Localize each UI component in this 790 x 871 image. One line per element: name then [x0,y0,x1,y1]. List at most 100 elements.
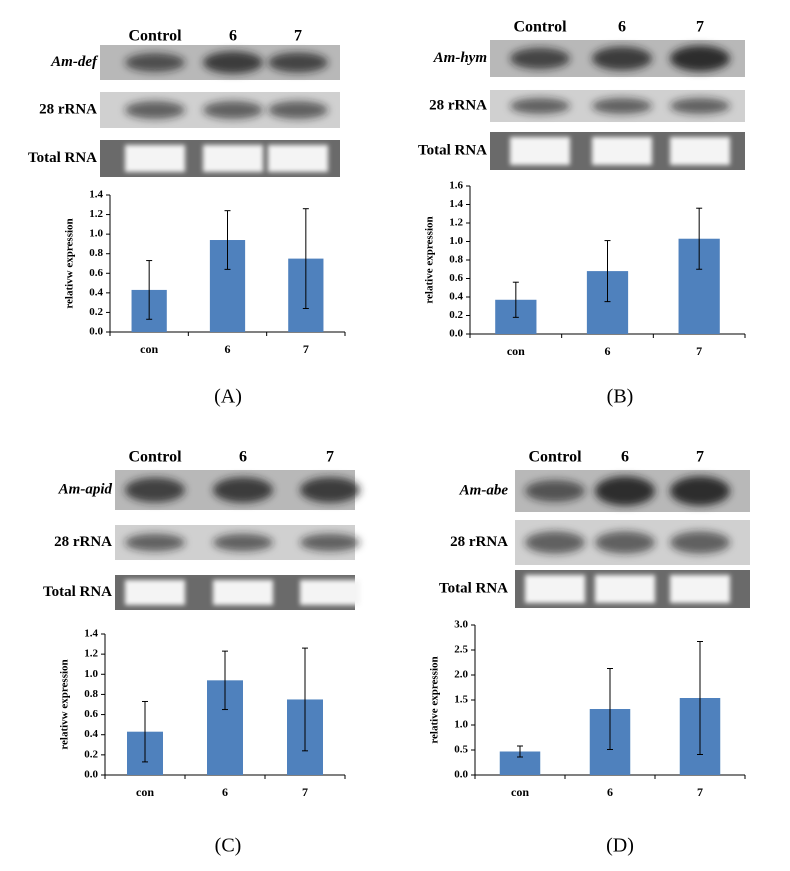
gel-row-label: 28 rRNA [450,534,508,550]
gel-row-label: Total RNA [439,580,508,596]
y-tick-label: 0.6 [449,272,463,284]
lane-label: Control [128,28,182,45]
x-tick-label: con [507,344,525,358]
panel-label: (D) [606,835,634,857]
y-axis-label: relativw expression [59,659,71,749]
gel-band [510,98,570,114]
gel-band [592,98,652,114]
y-tick-label: 1.0 [89,228,103,240]
lane-label: 6 [621,449,629,466]
error-bar [224,210,231,270]
y-tick-label: 1.0 [84,668,98,680]
gel-row-label: Am-apid [58,481,113,497]
gel-band [125,145,185,172]
gel-band [213,580,273,605]
bar [499,751,541,775]
x-tick-label: con [140,342,158,356]
error-bar [302,647,308,752]
gel-band [268,52,328,73]
gel-band [670,531,730,554]
gel-row-label: Am-hym [433,50,487,66]
gel-band [125,53,185,72]
y-tick-label: 0.0 [454,769,468,781]
lane-label: 7 [696,449,704,466]
error-bar [517,745,523,758]
y-tick-label: 3.0 [454,619,468,631]
gel-row-label: Total RNA [28,150,97,166]
y-tick-label: 0.4 [449,291,463,303]
lane-label: 7 [294,28,302,45]
gel-band [670,575,730,603]
panel-label: (C) [215,835,242,857]
lane-label: 6 [618,19,626,36]
x-tick-label: 7 [696,344,702,358]
gel-band [670,137,730,165]
y-tick-label: 0.8 [449,254,463,266]
x-tick-label: 7 [302,785,308,799]
lane-label: Control [513,19,567,36]
lane-label: 6 [239,449,247,466]
gel-band [592,137,652,165]
y-axis-label: relative expression [429,656,441,743]
error-bar [146,260,153,320]
lane-label: Control [528,449,582,466]
y-tick-label: 0.6 [89,267,103,279]
gel-band [300,580,360,605]
lane-label: 6 [229,28,237,45]
error-bar [222,650,228,711]
gel-band [595,531,655,554]
y-tick-label: 2.0 [454,669,468,681]
x-tick-label: con [136,785,154,799]
error-bar [697,641,703,755]
panel-label: (B) [607,386,634,408]
x-tick-label: 6 [607,785,613,799]
gel-band [525,575,585,603]
gel-row-label: Am-def [50,54,99,70]
y-tick-label: 1.0 [449,235,463,247]
x-tick-label: 6 [225,342,231,356]
gel-band [670,98,730,114]
error-bar [512,281,519,318]
y-tick-label: 2.5 [454,644,468,656]
error-bar [142,700,148,763]
gel-band [203,51,263,74]
gel-row-label: Total RNA [43,584,112,600]
y-tick-label: 1.4 [84,628,98,640]
y-tick-label: 0.8 [84,688,98,700]
gel-band [203,145,263,172]
gel-band [670,476,730,506]
y-tick-label: 0.5 [454,744,468,756]
y-tick-label: 0.2 [89,306,103,318]
x-tick-label: 6 [605,344,611,358]
lane-label: Control [128,449,182,466]
gel-row-label: 28 rRNA [429,97,487,113]
y-tick-label: 0.4 [84,728,98,740]
y-tick-label: 1.2 [84,648,98,660]
y-tick-label: 0.4 [89,286,103,298]
gel-band [125,477,185,503]
y-tick-label: 1.6 [449,180,463,192]
gel-band [125,101,185,119]
gel-band [268,101,328,119]
y-tick-label: 1.2 [449,217,463,229]
gel-row-label: 28 rRNA [39,101,97,117]
panel-label: (A) [214,386,242,408]
error-bar [696,207,703,270]
gel-band [268,145,328,172]
y-tick-label: 0.0 [449,328,463,340]
y-tick-label: 1.0 [454,719,468,731]
gel-band [592,46,652,71]
gel-band [213,477,273,503]
error-bar [607,668,613,750]
y-axis-label: relativw expression [64,218,76,308]
y-tick-label: 0.2 [84,748,98,760]
gel-band [510,47,570,70]
x-tick-label: 7 [697,785,703,799]
gel-band [510,137,570,165]
gel-band [125,533,185,552]
y-tick-label: 1.4 [449,198,463,210]
lane-label: 7 [326,449,334,466]
y-tick-label: 0.2 [449,309,463,321]
gel-row-label: Total RNA [418,142,487,158]
